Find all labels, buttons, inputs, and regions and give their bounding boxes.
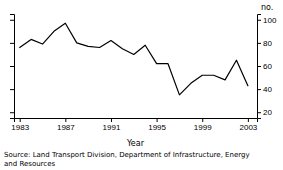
x-tick-mark	[248, 118, 249, 122]
y-axis-line	[10, 15, 15, 119]
y-tick-mark	[10, 66, 14, 67]
x-tick: 2003	[239, 118, 257, 132]
y-tick: 80	[257, 39, 272, 48]
x-axis: 1983 1987 1991 1995 1999 2003	[11, 118, 258, 132]
x-tick-label: 1999	[194, 123, 212, 132]
y-axis-line	[258, 15, 262, 119]
y-tick-mark	[257, 89, 261, 90]
x-axis-label: Year	[126, 139, 145, 148]
y-axis-right: 20 40 60 80 100	[257, 15, 277, 119]
y-tick	[10, 89, 14, 90]
x-tick-mark	[157, 118, 158, 122]
x-tick-label: 1991	[103, 123, 121, 132]
y-tick-mark	[10, 112, 14, 113]
x-tick: 1983	[11, 118, 29, 132]
x-tick: 1987	[57, 118, 75, 132]
y-tick-mark	[257, 43, 261, 44]
plot: 1983 1987 1991 1995 1999 2003 20 40 60 80 100	[10, 15, 277, 132]
source-note-line: Source: Land Transport Division, Departm…	[4, 151, 250, 159]
x-tick: 1999	[194, 118, 212, 132]
y-tick-mark	[257, 66, 261, 67]
marks	[20, 23, 248, 95]
x-tick-mark	[20, 118, 21, 122]
y-tick-label: 20	[263, 108, 272, 117]
y-tick-mark	[10, 89, 14, 90]
x-tick: 1995	[148, 118, 166, 132]
x-tick-label: 1983	[11, 123, 29, 132]
y-tick-label: 60	[263, 62, 272, 71]
y-axis-left	[10, 15, 15, 119]
x-tick: 1991	[103, 118, 121, 132]
x-axis-line	[15, 119, 258, 123]
y-axis-label: no.	[261, 3, 273, 12]
y-tick: 20	[257, 108, 272, 117]
y-tick-label: 80	[263, 39, 272, 48]
line	[20, 23, 248, 95]
y-tick-mark	[257, 112, 261, 113]
y-tick-label: 40	[263, 85, 272, 94]
x-tick-label: 1987	[57, 123, 75, 132]
y-tick-mark	[257, 20, 261, 21]
y-tick: 60	[257, 62, 272, 71]
y-tick-mark	[10, 20, 14, 21]
y-tick: 100	[257, 16, 277, 25]
y-tick-label: 100	[263, 16, 277, 25]
source-note: Source: Land Transport Division, Departm…	[4, 151, 250, 168]
source-note-line: and Resources	[4, 160, 55, 168]
x-tick-label: 2003	[239, 123, 257, 132]
y-tick	[10, 66, 14, 67]
y-tick	[10, 43, 14, 44]
y-tick-mark	[10, 43, 14, 44]
x-tick-mark	[202, 118, 203, 122]
chart: 1983 1987 1991 1995 1999 2003 20 40 60 80 100 Year n…	[0, 0, 283, 170]
y-tick	[10, 112, 14, 113]
y-tick	[10, 20, 14, 21]
x-tick-label: 1995	[148, 123, 166, 132]
x-tick-mark	[111, 118, 112, 122]
y-tick: 40	[257, 85, 272, 94]
x-tick-mark	[65, 118, 66, 122]
